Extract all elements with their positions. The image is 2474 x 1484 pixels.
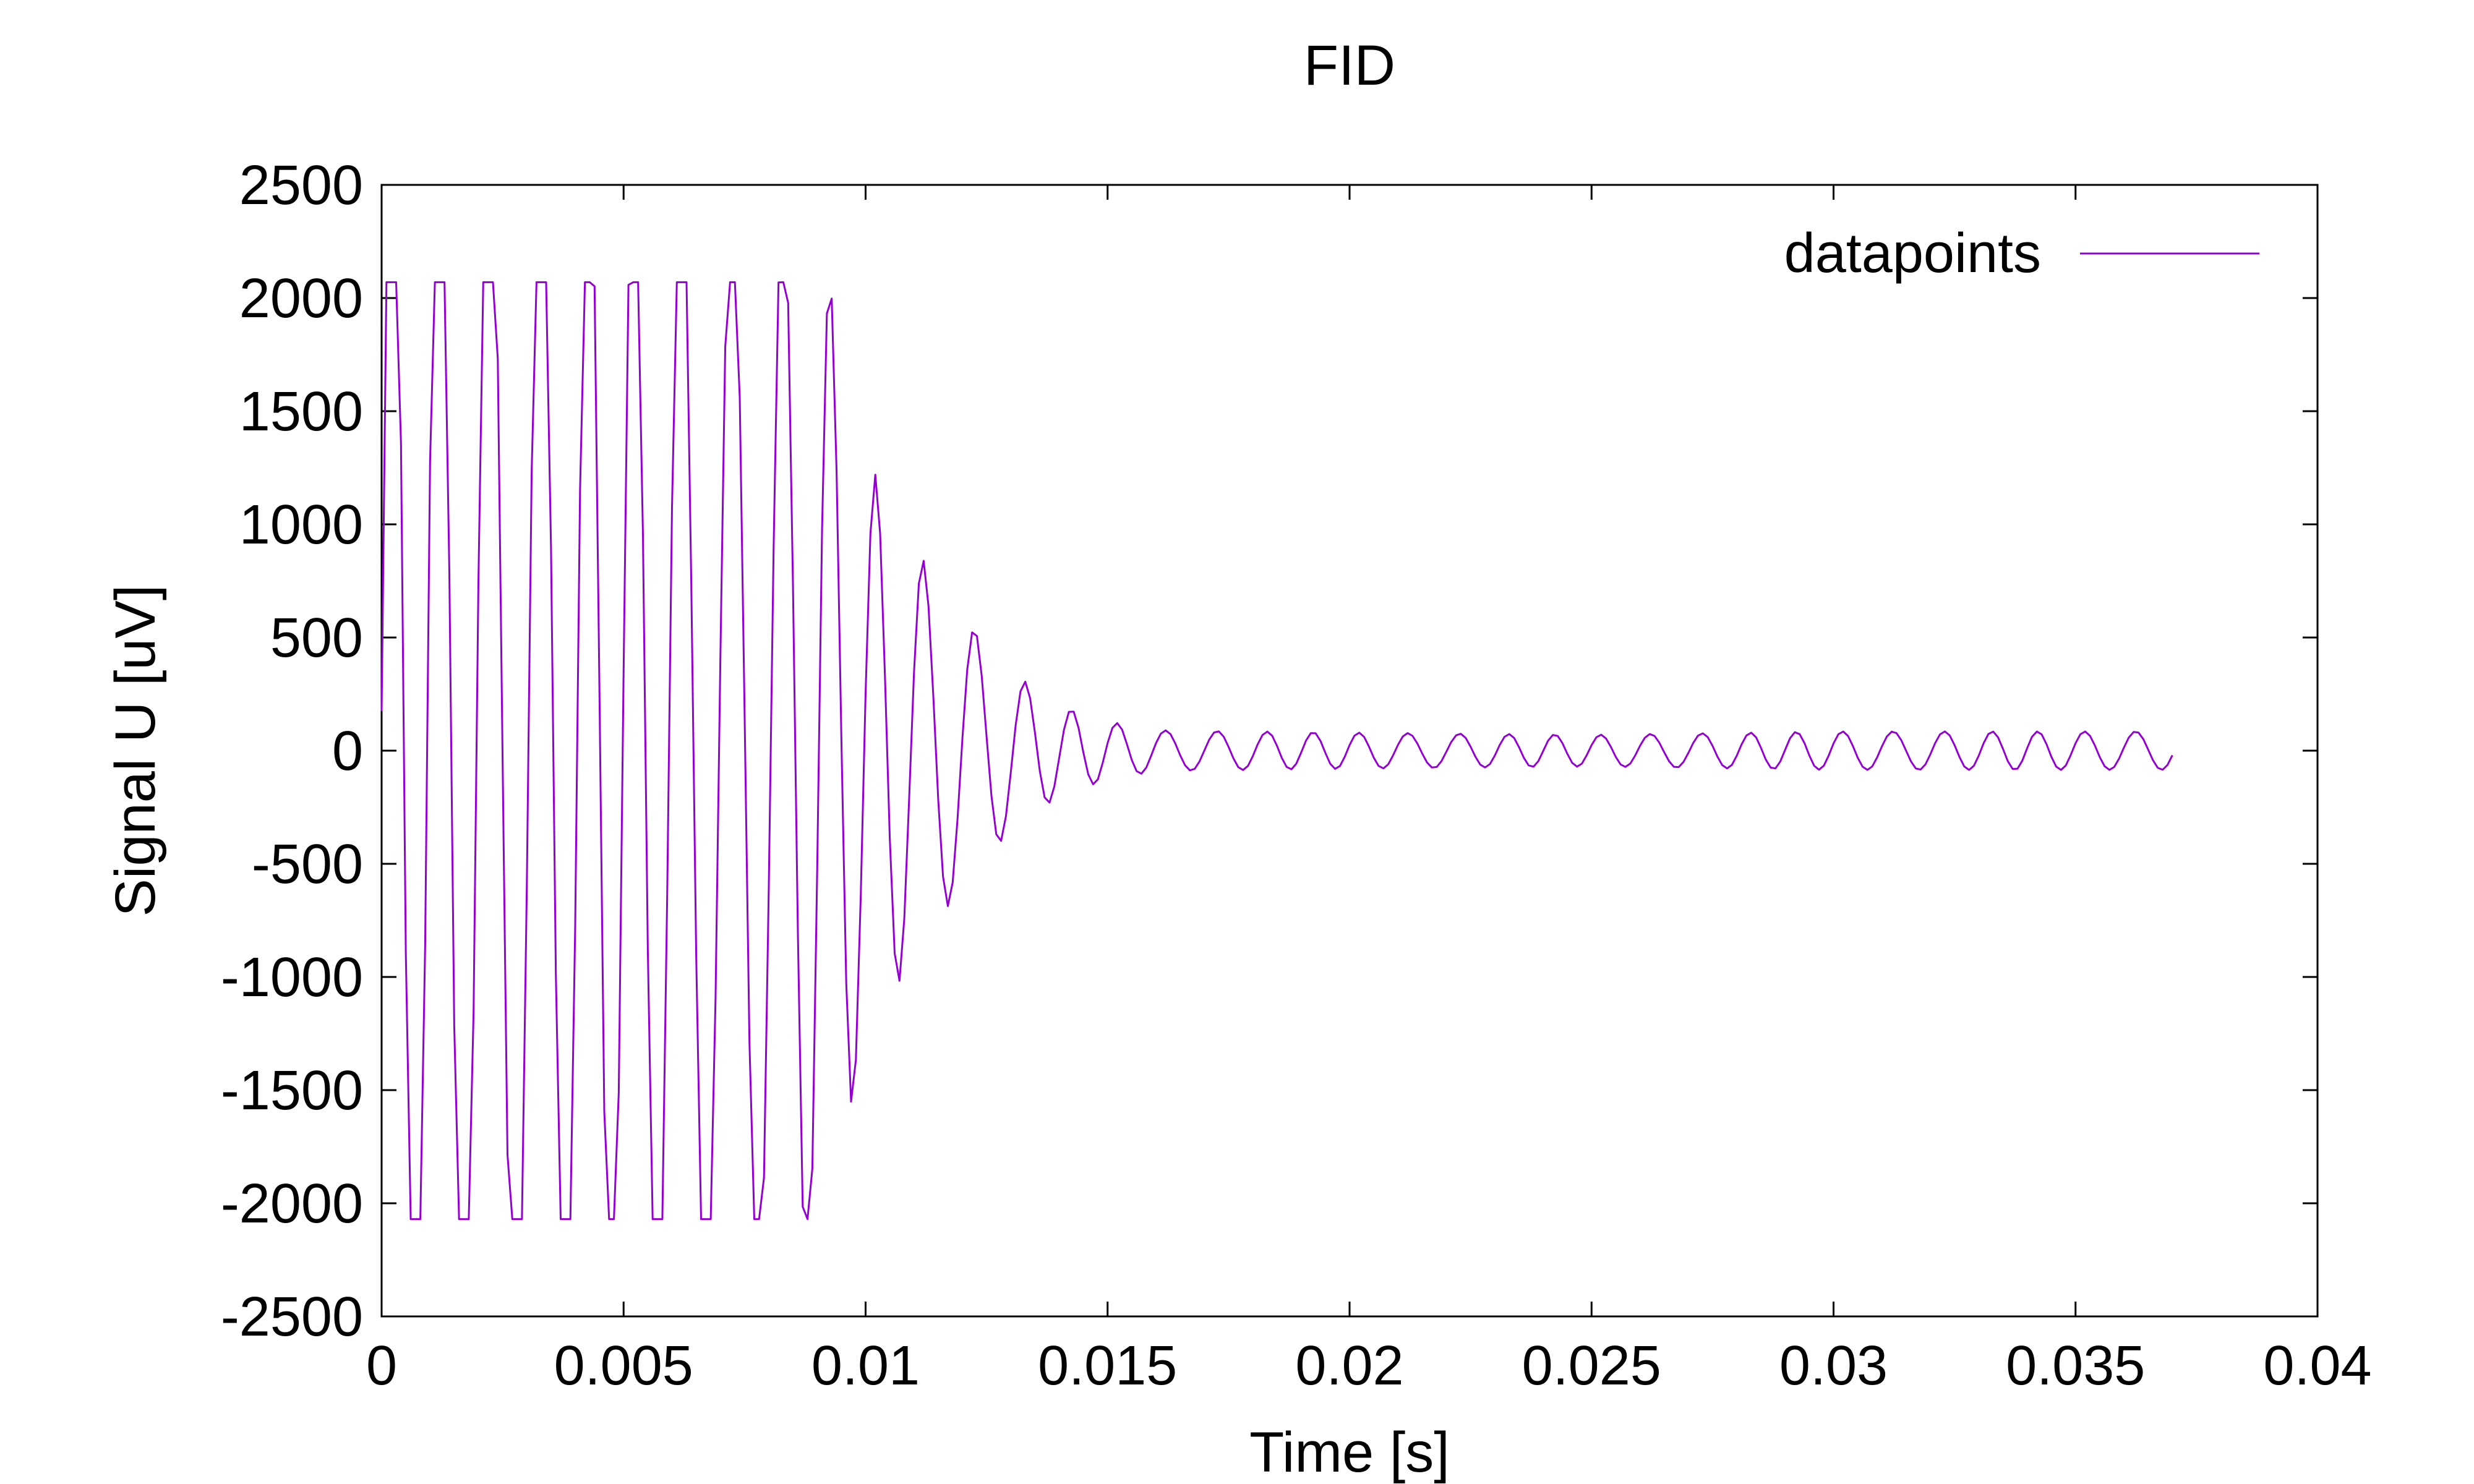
y-axis-ticks: 2500 2000 1500 1000 500 0 -500 -1000 -1500 -2000 -… [221,155,2318,1348]
y-tick-label: 2000 [239,268,363,330]
x-tick-label: 0.035 [2006,1335,2145,1397]
x-axis-ticks: 0 0.005 0.01 0.015 0.02 0.025 0.03 0.035 0.04 [366,185,2372,1397]
y-tick-label: 500 [270,607,363,669]
x-tick-label: 0.015 [1038,1335,1177,1397]
y-tick-label: 1500 [239,381,363,443]
y-tick-label: 2500 [239,155,363,216]
legend-label: datapoints [1784,223,2041,284]
x-tick-label: 0.005 [554,1335,693,1397]
y-tick-label: -500 [252,834,363,895]
y-tick-label: -2000 [221,1173,363,1235]
x-tick-label: 0.025 [1522,1335,1661,1397]
series-line-datapoints [380,281,2173,1221]
x-axis-title: Time [s] [1249,1421,1450,1484]
x-tick-label: 0.03 [1779,1335,1888,1397]
chart-title: FID [1304,34,1395,97]
y-tick-label: -1000 [221,947,363,1009]
y-axis-title: Signal U [uV] [104,585,167,917]
y-tick-label: 0 [332,720,363,782]
y-tick-label: -2500 [221,1286,363,1348]
y-tick-label: -1500 [221,1060,363,1122]
x-tick-label: 0.01 [811,1335,920,1397]
x-tick-label: 0.02 [1295,1335,1403,1397]
x-tick-label: 0.04 [2263,1335,2371,1397]
plot-frame [380,184,2319,1318]
y-tick-label: 1000 [239,494,363,556]
x-tick-label: 0 [366,1335,397,1397]
legend: datapoints [1784,223,2259,284]
